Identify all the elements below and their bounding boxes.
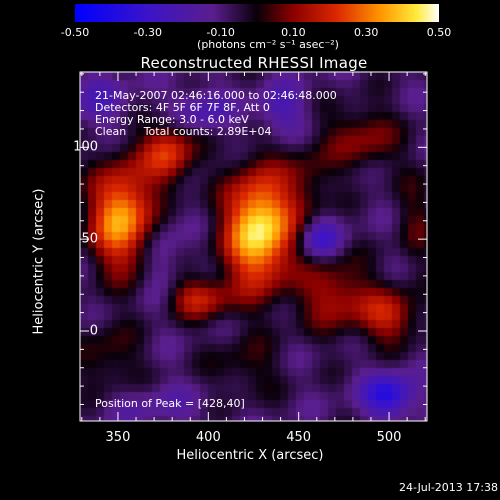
observation-info: 21-May-2007 02:46:16.000 to 02:46:48.000… [95, 90, 337, 138]
x-axis-label: Heliocentric X (arcsec) [176, 448, 324, 463]
peak-position-text: Position of Peak = [428,40] [95, 397, 245, 410]
x-tick-label: 350 [105, 430, 131, 445]
colorbar-tick-label: -0.50 [60, 26, 90, 39]
info-total-counts: Clean Total counts: 2.89E+04 [95, 125, 272, 138]
info-detectors: Detectors: 4F 5F 6F 7F 8F, Att 0 [95, 101, 270, 114]
y-tick-label: 50 [81, 231, 98, 247]
x-tick-label: 500 [376, 430, 402, 445]
colorbar-tick-label: 0.50 [426, 26, 452, 39]
chart-title: Reconstructed RHESSI Image [140, 54, 368, 72]
colorbar-unit-label: (photons cm⁻² s⁻¹ asec⁻²) [197, 38, 339, 51]
colorbar-tick-label: -0.30 [133, 26, 163, 39]
y-axis-label: Heliocentric Y (arcsec) [31, 188, 47, 335]
info-energy-range: Energy Range: 3.0 - 6.0 keV [95, 113, 249, 126]
colorbar [75, 4, 439, 22]
info-time-range: 21-May-2007 02:46:16.000 to 02:46:48.000 [95, 89, 337, 102]
y-tick-label: 0 [89, 323, 98, 339]
colorbar-tick-label: 0.30 [353, 26, 379, 39]
x-tick-label: 450 [286, 430, 312, 445]
timestamp: 24-Jul-2013 17:38 [398, 481, 498, 494]
colorbar-tick-label: 0.10 [281, 26, 306, 39]
x-tick-label: 400 [195, 430, 221, 445]
y-tick-label: 100 [73, 139, 98, 155]
colorbar-tick-label: -0.10 [206, 26, 235, 39]
